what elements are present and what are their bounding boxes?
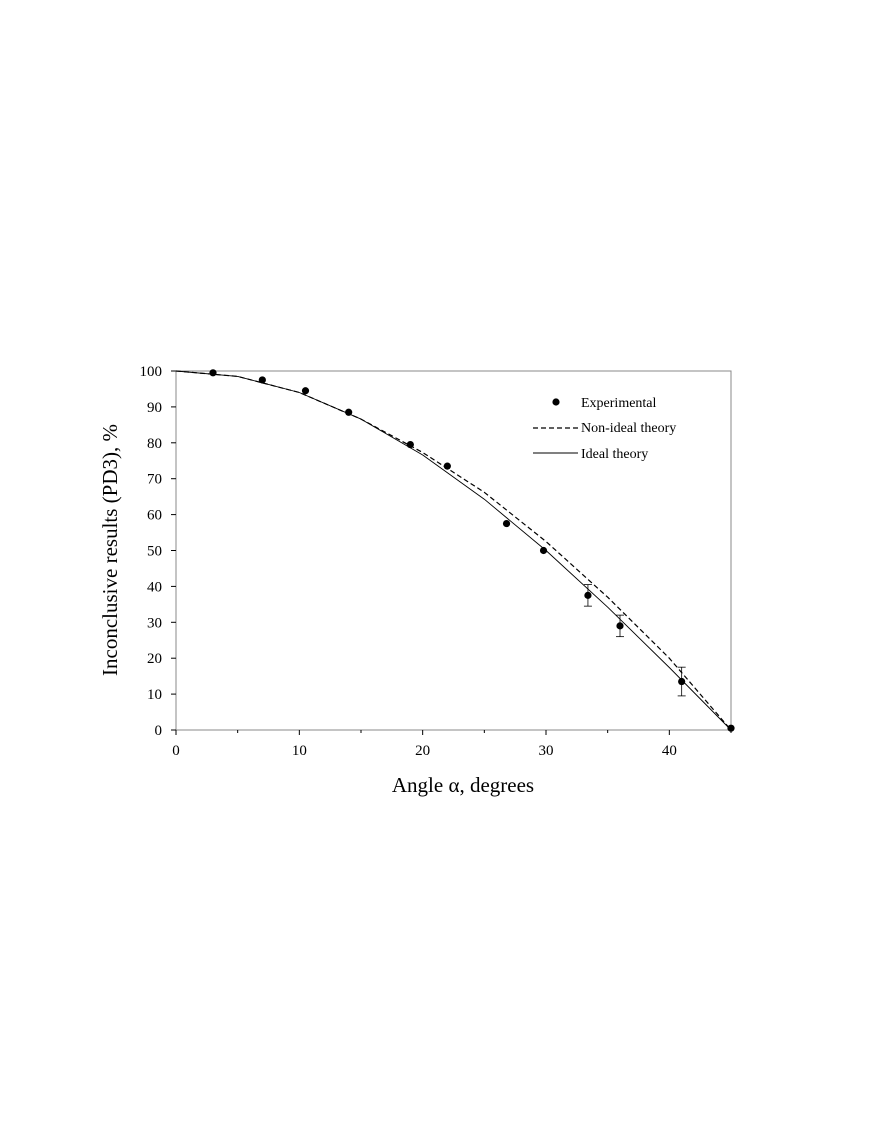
x-axis-ticks: 0 10 20 30 40 [172,730,732,759]
legend-marker-experimental [552,398,560,406]
y-tick-label: 20 [147,651,162,667]
experimental-point [301,387,310,395]
series-lines [175,370,732,731]
y-axis-title: Inconclusive results (PD3), % [98,424,122,676]
experimental-point [616,622,624,630]
experimental-point [727,724,735,732]
y-tick-label: 100 [140,364,163,380]
y-tick-label: 90 [147,400,162,416]
x-tick-label: 0 [172,743,180,759]
y-tick-label: 0 [155,723,163,739]
experimental-point [584,591,592,599]
ideal-theory-line [175,370,732,731]
x-tick-label: 20 [415,743,430,759]
y-tick-label: 30 [147,615,162,631]
legend-label-experimental: Experimental [581,396,657,411]
legend-label-ideal: Ideal theory [581,447,648,462]
x-tick-label: 10 [292,743,307,759]
y-tick-label: 70 [147,472,162,488]
experimental-point [539,546,548,555]
non-ideal-theory-line [175,370,732,731]
experimental-point [209,369,217,377]
y-tick-label: 50 [147,544,162,560]
x-tick-label: 30 [539,743,554,759]
x-tick-label: 40 [662,743,677,759]
legend-label-non-ideal: Non-ideal theory [581,421,676,436]
experimental-point [678,677,686,686]
experimental-point [258,376,266,384]
experimental-point [406,440,414,449]
y-tick-label: 60 [147,508,162,524]
y-tick-label: 40 [147,579,162,595]
experimental-point [502,519,511,528]
legend: Experimental Non-ideal theory Ideal theo… [533,396,676,462]
experimental-point [345,408,353,416]
experimental-point [443,462,451,470]
y-tick-label: 10 [147,687,162,703]
y-tick-label: 80 [147,436,162,452]
x-axis-title: Angle α, degrees [392,773,534,797]
series-points [209,369,735,732]
y-axis-ticks: 0 10 20 30 40 50 60 70 80 90 100 [140,364,176,739]
